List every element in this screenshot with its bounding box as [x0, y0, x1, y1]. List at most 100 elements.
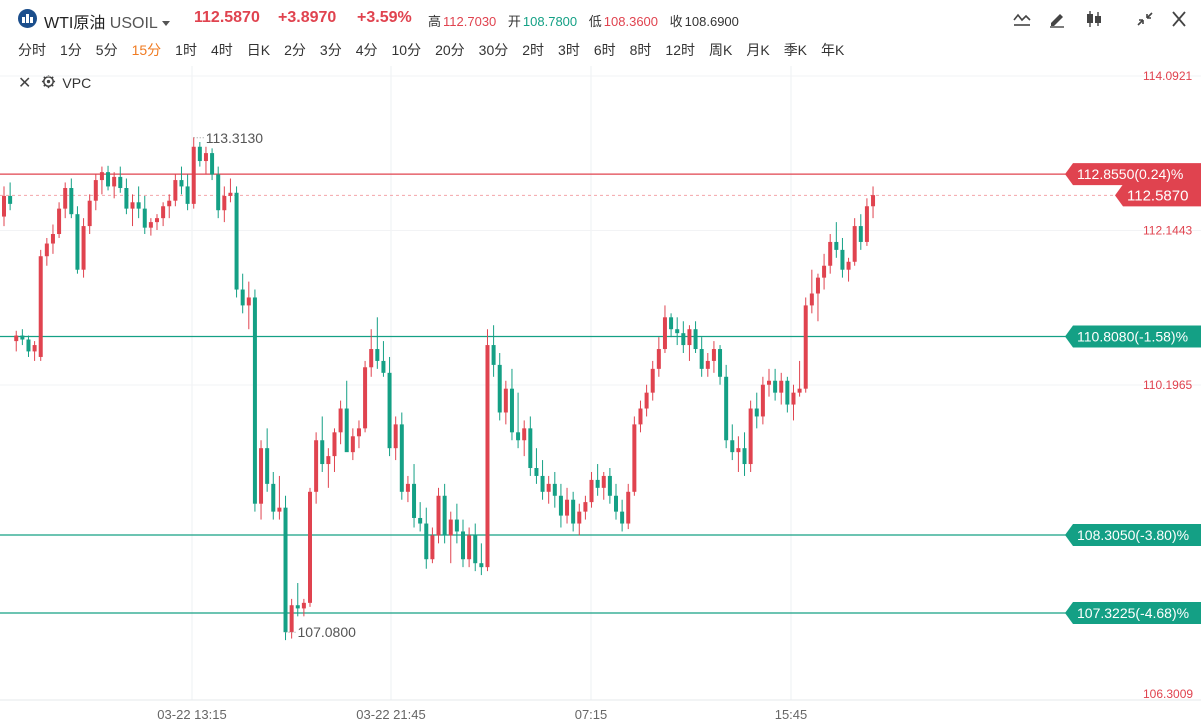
tab-period-0[interactable]: 分时	[18, 42, 46, 58]
candle-body-83	[509, 388, 514, 433]
tab-period-14[interactable]: 3时	[558, 42, 580, 58]
candle-body-2	[14, 335, 19, 342]
candle-body-68	[418, 517, 423, 524]
collapse-icon[interactable]	[1133, 7, 1157, 31]
candle-body-33	[203, 153, 208, 162]
candle-body-80	[491, 345, 496, 365]
candle-body-8	[50, 234, 55, 244]
x-tick-label-0: 03-22 13:15	[157, 707, 226, 722]
candle-body-131	[803, 305, 808, 389]
candle-body-135	[828, 241, 833, 266]
candle-type-icon[interactable]	[1082, 7, 1106, 31]
candle-body-85	[522, 428, 527, 441]
candle-body-51	[314, 440, 319, 492]
tab-period-12[interactable]: 30分	[478, 42, 509, 58]
candle-body-40	[246, 297, 251, 306]
ohlc-summary: 高 112.7030 开 108.7800 低 108.3600 收 108.6900	[428, 11, 741, 30]
candle-body-27	[167, 200, 172, 207]
tab-period-1[interactable]: 1分	[60, 42, 82, 58]
tab-period-6[interactable]: 日K	[246, 42, 271, 58]
tab-period-19[interactable]: 月K	[746, 42, 770, 58]
candle-body-136	[834, 241, 839, 250]
open-value: 108.7800	[522, 14, 578, 29]
candlestick-chart[interactable]: 113.3130 107.0800 114.0921 112.1443 110.1965…	[0, 66, 1201, 726]
tab-period-21[interactable]: 年K	[821, 42, 845, 58]
candle-body-141	[864, 206, 869, 242]
candle-body-120	[736, 448, 741, 453]
tab-period-11[interactable]: 20分	[435, 42, 465, 58]
candle-body-66	[405, 483, 410, 492]
candle-body-112	[687, 329, 692, 346]
candle-body-72	[442, 495, 447, 536]
candle-body-89	[546, 483, 551, 492]
candle-body-140	[858, 226, 863, 242]
candle-body-78	[479, 563, 484, 568]
chevron-down-icon[interactable]	[161, 21, 170, 27]
candle-body-48	[295, 605, 300, 609]
low-value: 108.3600	[603, 14, 659, 29]
tab-period-20[interactable]: 季K	[783, 42, 808, 58]
candle-body-36	[222, 195, 227, 211]
tab-period-3[interactable]: 15分	[131, 42, 162, 58]
tab-period-13[interactable]: 2时	[522, 42, 545, 58]
tab-period-2[interactable]: 5分	[95, 42, 118, 58]
candle-body-47	[289, 605, 294, 633]
price-tag-label-4: 107.3225(-4.68)%	[1077, 605, 1189, 621]
line-style-icon[interactable]	[1010, 7, 1034, 31]
tab-period-10[interactable]: 10分	[391, 42, 422, 58]
candle-body-44	[271, 483, 276, 512]
candle-body-45	[277, 507, 282, 512]
tab-period-7[interactable]: 2分	[284, 42, 306, 58]
candle-body-41	[252, 297, 257, 504]
candle-body-110	[675, 329, 680, 334]
tab-period-4[interactable]: 1时	[175, 42, 197, 58]
symbol-selector[interactable]: WTI原油 USOIL	[44, 9, 170, 33]
tab-period-18[interactable]: 周K	[709, 42, 733, 58]
candle-body-109	[669, 317, 674, 330]
candle-body-86	[528, 428, 533, 469]
candle-body-50	[308, 491, 312, 603]
tab-period-5[interactable]: 4时	[210, 42, 233, 58]
last-price: 112.5870	[194, 9, 260, 26]
candle-body-76	[467, 535, 472, 560]
candle-body-106	[650, 368, 655, 393]
tab-period-17[interactable]: 12时	[665, 42, 695, 58]
candle-body-22	[136, 202, 141, 209]
candle-body-93	[571, 499, 576, 524]
candle-body-133	[815, 277, 820, 294]
tab-period-15[interactable]: 6时	[593, 42, 616, 58]
candle-body-99	[607, 475, 612, 496]
candle-body-67	[412, 483, 417, 518]
candle-body-114	[699, 349, 704, 369]
open-label: 开	[507, 14, 521, 29]
close-icon[interactable]	[1167, 7, 1191, 31]
candle-body-102	[626, 491, 631, 524]
candle-body-30	[185, 186, 190, 204]
remove-indicator-icon[interactable]: ✕	[18, 75, 32, 92]
candle-body-74	[454, 519, 459, 532]
candle-body-31	[191, 146, 196, 204]
candle-body-98	[601, 475, 606, 488]
candle-body-59	[363, 367, 368, 429]
candle-body-62	[381, 360, 386, 373]
indicator-label: VPC	[62, 75, 92, 91]
low-label: 低	[588, 14, 602, 29]
tab-period-8[interactable]: 3分	[319, 42, 342, 58]
candle-body-132	[809, 293, 814, 306]
candle-body-107	[656, 349, 661, 369]
candle-body-60	[369, 349, 374, 368]
candle-body-70	[430, 535, 435, 560]
candle-body-55	[338, 408, 343, 433]
candle-body-21	[130, 202, 135, 209]
tab-period-9[interactable]: 4分	[355, 42, 378, 58]
tab-period-16[interactable]: 8时	[629, 42, 652, 58]
candle-body-17	[106, 172, 111, 187]
draw-pen-icon[interactable]	[1045, 7, 1069, 31]
candle-body-92	[565, 499, 570, 516]
candle-body-10	[63, 188, 68, 209]
candle-body-117	[718, 349, 723, 377]
candle-body-58	[356, 428, 361, 437]
candle-body-49	[301, 602, 306, 609]
candle-body-26	[161, 206, 166, 219]
high-value: 112.7030	[443, 14, 497, 29]
